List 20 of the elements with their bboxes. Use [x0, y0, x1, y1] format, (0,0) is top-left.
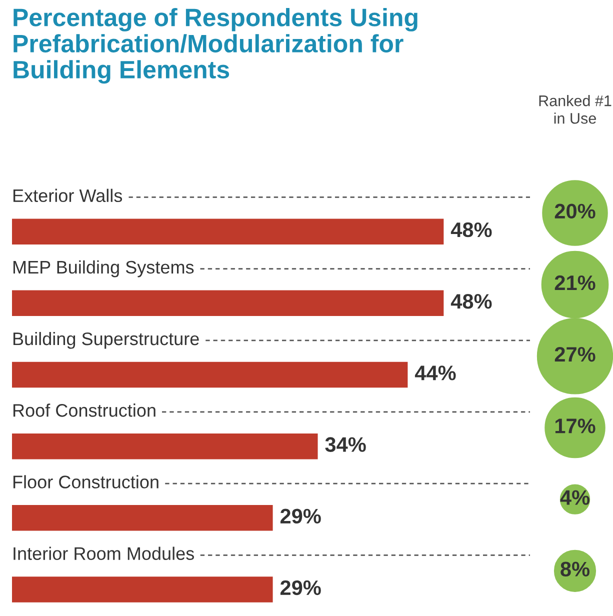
- data-label: 20%: [554, 204, 596, 219]
- y-tick-label: Roof Construction: [13, 404, 156, 417]
- data-label: 27%: [554, 346, 596, 362]
- data-label: 34%: [325, 437, 366, 452]
- y-tick-label: Floor Construction: [13, 475, 158, 488]
- data-label: 17%: [555, 418, 596, 434]
- text: Ranked #1 in Use: [539, 95, 612, 124]
- data-label: 29%: [280, 580, 321, 596]
- data-label: 48%: [450, 222, 492, 238]
- data-label: 48%: [450, 294, 492, 309]
- y-tick-label: Building Superstructure: [13, 332, 199, 349]
- y-tick-label: Interior Room Modules: [14, 546, 194, 560]
- y-tick-label: MEP Building Systems: [13, 260, 194, 278]
- data-label: 44%: [414, 366, 456, 380]
- data-label: 21%: [554, 275, 596, 290]
- chart-title: Percentage of Respondents Using Prefabrication/Modularization for Building Elements: [14, 8, 418, 84]
- y-tick-label: Exterior Walls: [13, 188, 122, 202]
- data-label: 29%: [280, 508, 321, 524]
- data-label: 8%: [560, 562, 590, 576]
- data-label: 4%: [560, 490, 590, 505]
